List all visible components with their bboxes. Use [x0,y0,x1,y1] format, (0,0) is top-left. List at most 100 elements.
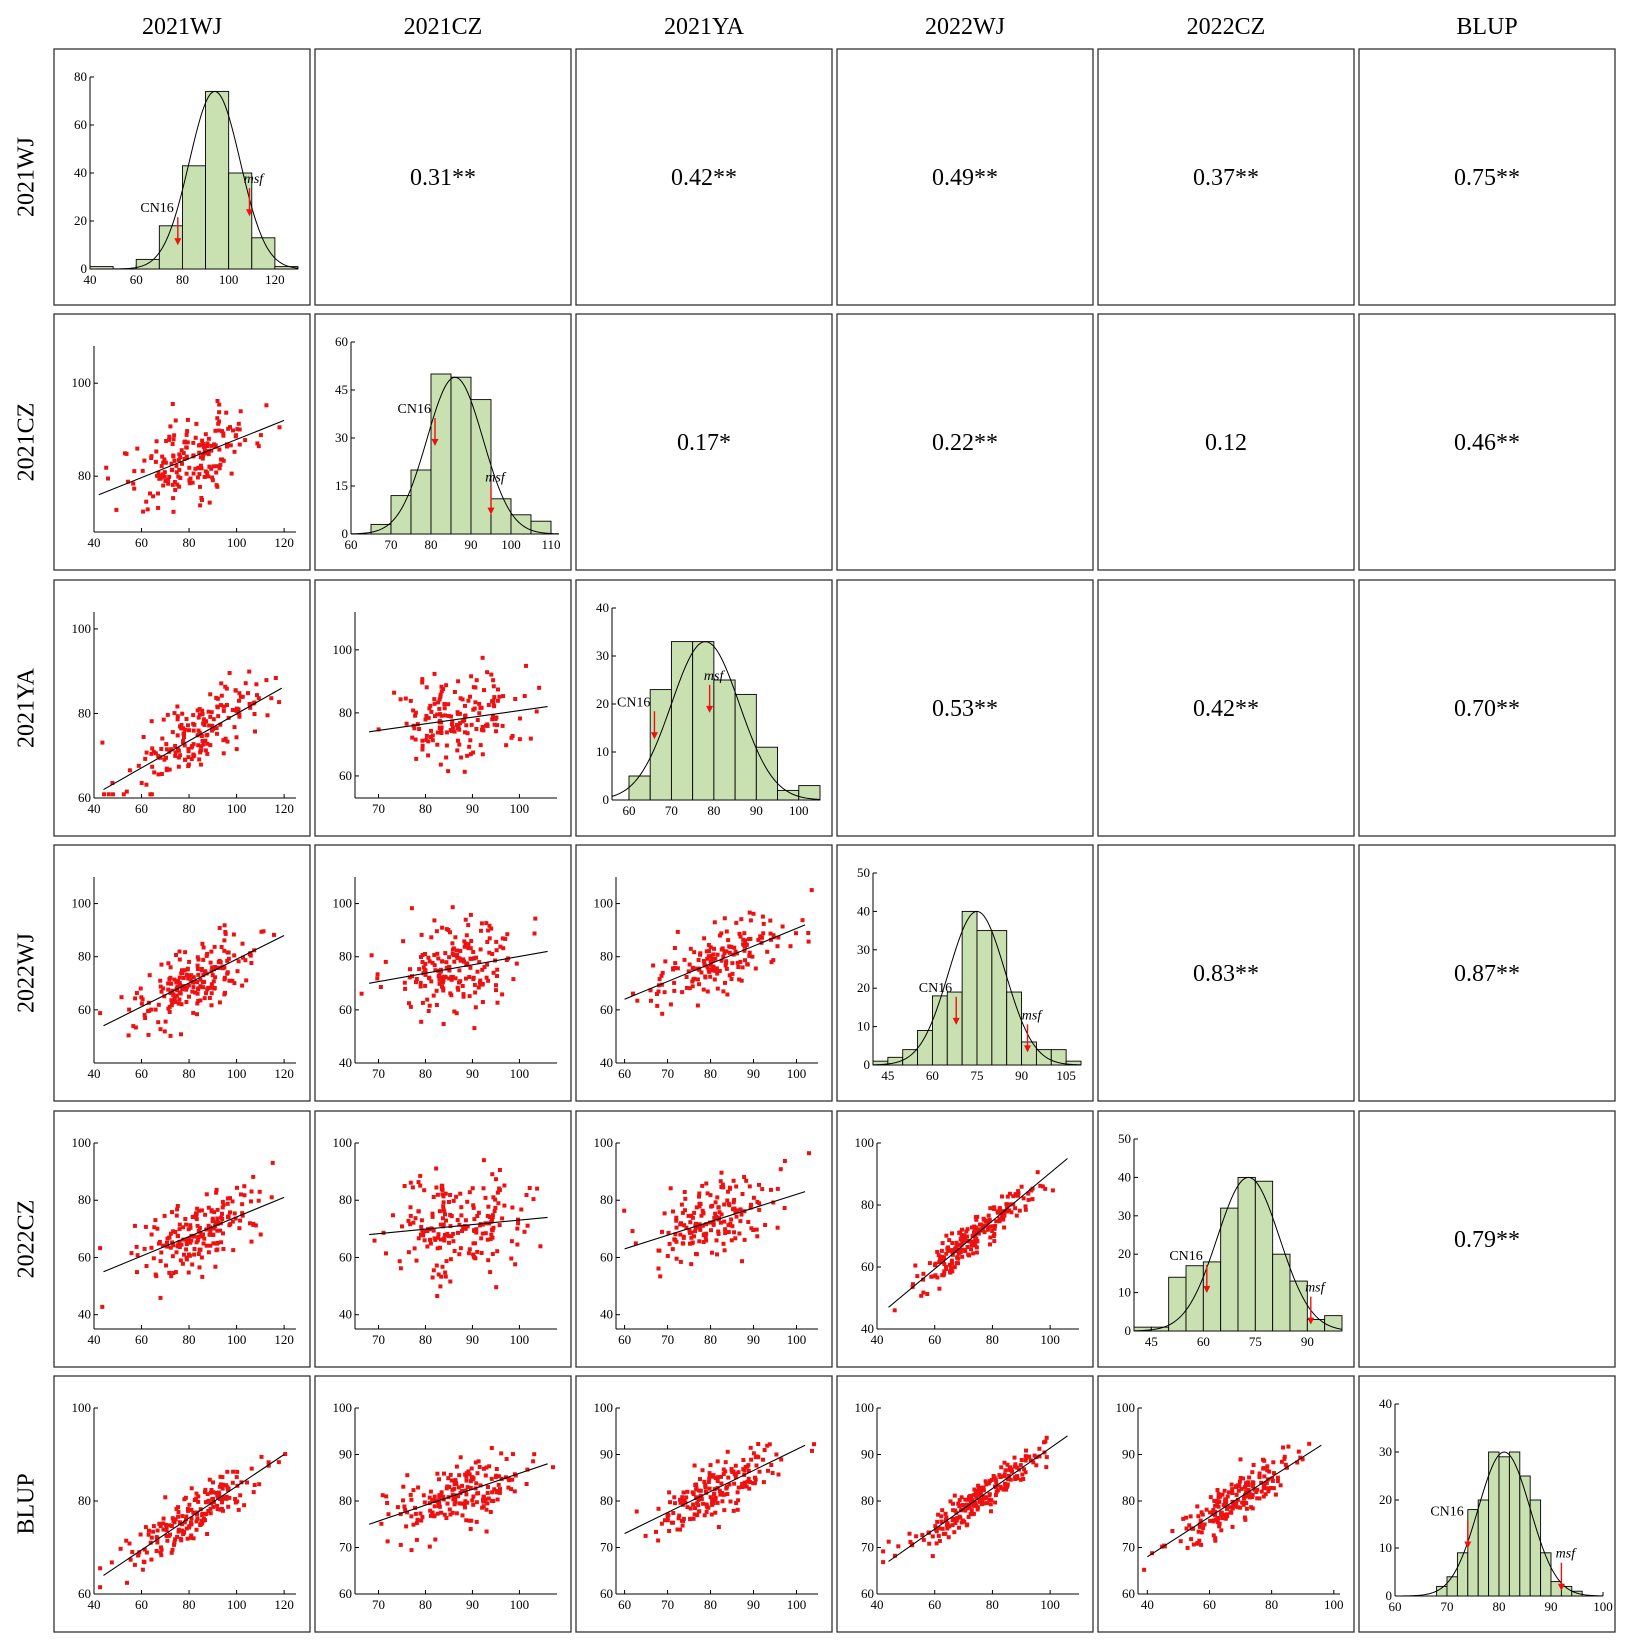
scatter-5-x-tick-label: 60 [618,1066,631,1081]
scatter-point [486,1485,490,1489]
scatter-point [715,971,720,976]
scatter-point [965,1234,970,1239]
scatter-point [1018,1477,1023,1482]
histogram-bar [228,172,253,270]
scatter-point [515,1242,520,1247]
scatter-point [681,1490,686,1495]
scatter-point [939,1519,944,1524]
scatter-point [236,421,241,426]
scatter-8-y-tick-label: 80 [600,1192,613,1207]
scatter-point [434,988,439,993]
scatter-point [706,943,711,947]
scatter-point [987,1493,992,1498]
scatter-point [451,1496,456,1501]
scatter-point [213,965,217,969]
scatter-point [479,1236,484,1241]
scatter-point [471,1502,476,1507]
scatter-point [227,978,232,983]
scatter-point [696,1503,701,1508]
scatter-point [492,1487,497,1492]
scatter-14-y-tick-label: 80 [1122,1493,1135,1508]
scatter-point [722,1219,727,1224]
scatter-point [114,507,119,512]
scatter-point [225,950,230,955]
scatter-point [181,1532,186,1537]
scatter-point [994,1489,999,1494]
scatter-point [1015,1476,1020,1481]
scatter-point [778,1167,783,1172]
scatter-point [224,1496,229,1501]
scatter-point [631,991,635,996]
scatter-point [483,1231,488,1236]
scatter-point [1021,1196,1026,1201]
scatter-point [482,688,486,693]
hist-0-x-tick-label: 120 [265,272,285,287]
scatter-point [167,1523,172,1528]
regression-line [368,950,548,984]
scatter-point [1238,1505,1243,1510]
scatter-point [497,1168,502,1172]
scatter-point [704,1490,709,1495]
scatter-point [228,1196,232,1201]
scatter-7-x-tick-label: 70 [372,1332,385,1347]
scatter-point [205,751,210,756]
scatter-point [167,434,172,439]
scatter-point [215,1507,220,1512]
scatter-point [131,1024,136,1029]
scatter-point [160,454,165,459]
scatter-point [452,1502,457,1507]
scatter-point [269,696,274,701]
scatter-point [456,738,460,743]
scatter-point [398,1266,403,1271]
scatter-point [622,1208,627,1213]
scatter-point [948,1269,952,1274]
scatter-point [693,1229,698,1234]
scatter-point [209,710,214,715]
hist-3-x-tick-label: 90 [1015,1068,1028,1083]
scatter-point [683,1500,688,1505]
scatter-point [1271,1486,1276,1491]
scatter-point [237,714,242,719]
scatter-point [447,1240,451,1245]
scatter-point [693,1225,698,1230]
scatter-point [1202,1522,1207,1527]
scatter-point [196,1494,201,1499]
cell-frame-r3-c2 [575,844,833,1102]
scatter-point [1247,1475,1252,1480]
scatter-point [214,1248,219,1253]
scatter-point [211,1504,216,1509]
scatter-point [408,1222,413,1227]
scatter-point [720,1499,725,1504]
scatter-point [959,1242,964,1247]
scatter-point [384,1251,388,1256]
scatter-point [221,1482,226,1487]
scatter-14-y-tick-label: 60 [1122,1586,1135,1601]
scatter-point [812,1442,816,1447]
hist-1-y-tick-label: 60 [335,334,348,349]
scatter-point [435,951,440,956]
scatter-point [921,1277,926,1282]
scatter-point [959,1233,964,1237]
scatter-point [1259,1489,1264,1494]
scatter-point [451,1231,456,1236]
correlation-value-r2-c5: 0.70** [1454,696,1520,722]
hist-3-y-tick-label: 10 [857,1019,870,1034]
scatter-point [187,1524,192,1529]
scatter-point [722,1248,727,1253]
scatter-point [967,1503,972,1508]
scatter-point [256,444,261,449]
scatter-point [1261,1486,1266,1491]
scatter-point [235,427,240,432]
scatter-point [205,441,210,446]
scatter-point [753,1455,758,1460]
scatter-point [1262,1482,1266,1487]
scatter-point [1011,1194,1016,1199]
scatter-point [486,978,491,983]
scatter-point [464,1492,469,1497]
scatter-point [213,975,218,980]
scatter-point [1257,1474,1262,1479]
scatter-point [708,1193,713,1198]
scatter-5-y-tick-label: 40 [600,1055,613,1070]
scatter-point [175,1244,180,1249]
scatter-point [474,678,479,683]
